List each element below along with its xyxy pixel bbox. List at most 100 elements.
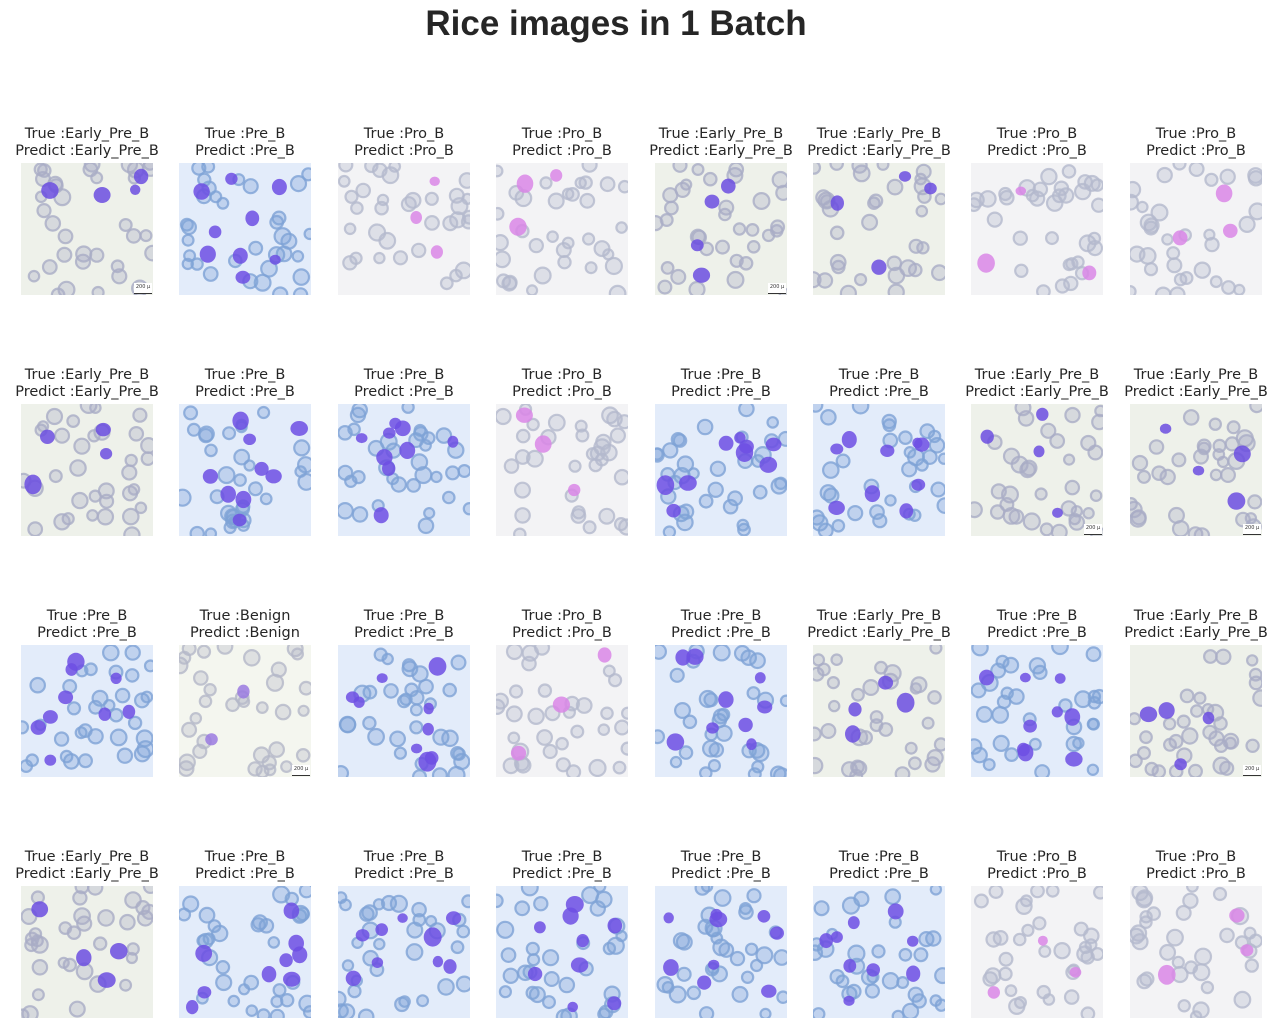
cell-image: [179, 886, 311, 1018]
sample-panel: True :Early_Pre_B Predict :Early_Pre_B 200…: [958, 367, 1116, 539]
cell-image: 200 µ: [179, 645, 311, 777]
predict-label: Predict :Pre_B: [671, 384, 771, 400]
cell-image: [971, 163, 1103, 295]
true-label: True :Early_Pre_B: [1133, 608, 1259, 624]
cell-image: [655, 645, 787, 777]
cell-image: [1130, 163, 1262, 295]
cell-image: [496, 404, 628, 536]
sample-panel: True :Pre_B Predict :Pre_B: [325, 849, 483, 1021]
blood-smear-picture: [1130, 645, 1262, 777]
true-label: True :Pre_B: [838, 367, 920, 383]
predict-label: Predict :Pro_B: [987, 866, 1087, 882]
panel-caption: True :Early_Pre_B Predict :Early_Pre_B: [800, 608, 958, 642]
blood-smear-picture: [338, 163, 470, 295]
panel-caption: True :Pro_B Predict :Pro_B: [325, 126, 483, 160]
scale-bar: 200 µ: [134, 283, 152, 294]
true-label: True :Early_Pre_B: [1133, 367, 1259, 383]
true-label: True :Pre_B: [521, 849, 603, 865]
panel-caption: True :Early_Pre_B Predict :Early_Pre_B: [1117, 608, 1275, 642]
cell-image: [1130, 886, 1262, 1018]
cell-image: [21, 404, 153, 536]
true-label: True :Pro_B: [1155, 126, 1237, 142]
cell-image: 200 µ: [1130, 404, 1262, 536]
cell-image: [338, 404, 470, 536]
true-label: True :Early_Pre_B: [658, 126, 784, 142]
predict-label: Predict :Early_Pre_B: [1124, 384, 1268, 400]
sample-panel: True :Pre_B Predict :Pre_B: [166, 367, 324, 539]
cell-image: 200 µ: [971, 404, 1103, 536]
blood-smear-picture: [813, 163, 945, 295]
blood-smear-picture: [338, 886, 470, 1018]
predict-label: Predict :Pre_B: [354, 625, 454, 641]
predict-label: Predict :Pre_B: [671, 625, 771, 641]
sample-panel: True :Pre_B Predict :Pre_B: [958, 608, 1116, 780]
cell-image: [813, 163, 945, 295]
true-label: True :Pro_B: [996, 126, 1078, 142]
blood-smear-picture: [179, 163, 311, 295]
sample-panel: True :Pro_B Predict :Pro_B: [483, 608, 641, 780]
cell-image: 200 µ: [21, 163, 153, 295]
sample-panel: True :Early_Pre_B Predict :Early_Pre_B: [8, 367, 166, 539]
true-label: True :Pre_B: [680, 367, 762, 383]
predict-label: Predict :Pro_B: [1146, 866, 1246, 882]
predict-label: Predict :Pro_B: [354, 143, 454, 159]
predict-label: Predict :Pre_B: [829, 384, 929, 400]
panel-caption: True :Pro_B Predict :Pro_B: [483, 367, 641, 401]
true-label: True :Early_Pre_B: [24, 126, 150, 142]
sample-panel: True :Benign Predict :Benign 200 µ: [166, 608, 324, 780]
blood-smear-picture: [655, 163, 787, 295]
true-label: True :Pre_B: [363, 849, 445, 865]
predict-label: Predict :Early_Pre_B: [15, 384, 159, 400]
blood-smear-picture: [655, 404, 787, 536]
predict-label: Predict :Pre_B: [671, 866, 771, 882]
cell-image: 200 µ: [655, 163, 787, 295]
sample-panel: True :Pre_B Predict :Pre_B: [483, 849, 641, 1021]
true-label: True :Pre_B: [363, 367, 445, 383]
predict-label: Predict :Early_Pre_B: [649, 143, 793, 159]
cell-image: [338, 886, 470, 1018]
panel-caption: True :Early_Pre_B Predict :Early_Pre_B: [958, 367, 1116, 401]
cell-image: [655, 404, 787, 536]
true-label: True :Early_Pre_B: [816, 126, 942, 142]
true-label: True :Early_Pre_B: [24, 849, 150, 865]
sample-panel: True :Pre_B Predict :Pre_B: [642, 849, 800, 1021]
predict-label: Predict :Benign: [190, 625, 300, 641]
panel-caption: True :Early_Pre_B Predict :Early_Pre_B: [8, 367, 166, 401]
true-label: True :Pre_B: [363, 608, 445, 624]
panel-caption: True :Pro_B Predict :Pro_B: [483, 126, 641, 160]
sample-panel: True :Early_Pre_B Predict :Early_Pre_B 200…: [1117, 367, 1275, 539]
sample-panel: True :Pre_B Predict :Pre_B: [800, 367, 958, 539]
blood-smear-picture: [971, 404, 1103, 536]
true-label: True :Pro_B: [521, 608, 603, 624]
predict-label: Predict :Early_Pre_B: [965, 384, 1109, 400]
true-label: True :Pre_B: [204, 849, 286, 865]
panel-caption: True :Early_Pre_B Predict :Early_Pre_B: [642, 126, 800, 160]
sample-panel: True :Pre_B Predict :Pre_B: [166, 849, 324, 1021]
blood-smear-picture: [21, 886, 153, 1018]
blood-smear-picture: [179, 645, 311, 777]
panel-caption: True :Pre_B Predict :Pre_B: [8, 608, 166, 642]
blood-smear-picture: [813, 404, 945, 536]
sample-panel: True :Pro_B Predict :Pro_B: [1117, 849, 1275, 1021]
cell-image: 200 µ: [1130, 645, 1262, 777]
true-label: True :Pro_B: [521, 126, 603, 142]
sample-panel: True :Pre_B Predict :Pre_B: [642, 367, 800, 539]
predict-label: Predict :Pro_B: [512, 625, 612, 641]
panel-caption: True :Early_Pre_B Predict :Early_Pre_B: [8, 126, 166, 160]
blood-smear-picture: [338, 404, 470, 536]
blood-smear-picture: [813, 886, 945, 1018]
panel-caption: True :Pre_B Predict :Pre_B: [325, 608, 483, 642]
true-label: True :Pro_B: [363, 126, 445, 142]
predict-label: Predict :Pre_B: [354, 384, 454, 400]
sample-panel: True :Pre_B Predict :Pre_B: [325, 608, 483, 780]
sample-panel: True :Pro_B Predict :Pro_B: [958, 126, 1116, 298]
cell-image: [813, 404, 945, 536]
scale-bar: 200 µ: [1243, 765, 1261, 776]
panel-caption: True :Pro_B Predict :Pro_B: [958, 126, 1116, 160]
sample-panel: True :Early_Pre_B Predict :Early_Pre_B 200…: [8, 126, 166, 298]
predict-label: Predict :Early_Pre_B: [807, 143, 951, 159]
cell-image: [179, 163, 311, 295]
true-label: True :Pre_B: [680, 608, 762, 624]
blood-smear-picture: [496, 163, 628, 295]
cell-image: [971, 886, 1103, 1018]
